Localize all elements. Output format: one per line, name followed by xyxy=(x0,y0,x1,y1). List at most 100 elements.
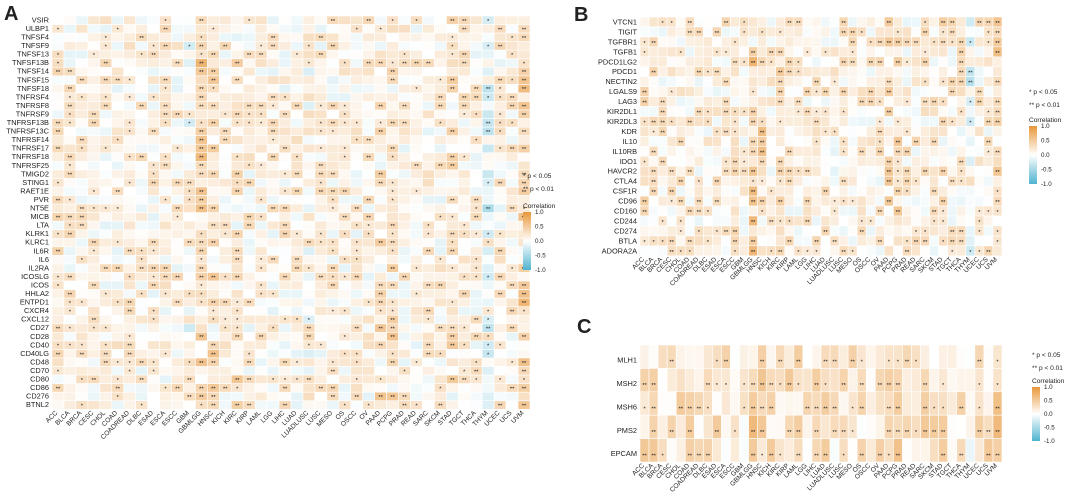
significance-mark: ** xyxy=(366,156,371,162)
significance-mark: * xyxy=(284,190,287,196)
heatmap-cell xyxy=(893,66,903,77)
heatmap-cell xyxy=(920,66,930,77)
heatmap-cell xyxy=(314,400,328,410)
heatmap-cell xyxy=(802,136,813,147)
heatmap-cell xyxy=(219,332,232,342)
heatmap-cell xyxy=(410,340,423,350)
heatmap-cell xyxy=(965,235,976,247)
heatmap-cell xyxy=(739,245,749,257)
significance-mark: ** xyxy=(959,81,964,87)
heatmap-cell xyxy=(929,46,939,58)
heatmap-cell xyxy=(242,67,256,77)
significance-mark: * xyxy=(81,378,84,384)
significance-mark: ** xyxy=(498,181,503,187)
heatmap-cell xyxy=(99,135,113,145)
significance-mark: ** xyxy=(211,404,216,410)
significance-mark: * xyxy=(671,120,674,126)
heatmap-cell xyxy=(775,36,786,48)
heatmap-cell xyxy=(290,323,304,333)
heatmap-cell xyxy=(135,195,148,205)
heatmap-cell xyxy=(457,118,471,128)
significance-mark: * xyxy=(129,369,132,375)
significance-mark: * xyxy=(743,150,746,156)
heatmap-cell xyxy=(793,86,804,97)
heatmap-cell xyxy=(254,306,268,316)
significance-mark: ** xyxy=(660,120,665,126)
significance-mark: * xyxy=(200,404,203,410)
significance-mark: ** xyxy=(80,79,85,85)
heatmap-cell xyxy=(902,368,912,393)
significance-mark: ** xyxy=(331,104,336,110)
significance-mark: ** xyxy=(235,79,240,85)
heatmap-cell xyxy=(374,246,387,256)
significance-mark: ** xyxy=(307,335,312,341)
significance-mark: ** xyxy=(805,200,810,206)
row-label: BTNL2 xyxy=(26,400,49,409)
heatmap-cell xyxy=(457,178,471,188)
heatmap-cell xyxy=(111,366,124,376)
significance-mark: ** xyxy=(283,275,288,281)
heatmap-cell xyxy=(457,332,471,342)
heatmap-cell xyxy=(326,75,340,85)
significance-mark: ** xyxy=(402,121,407,127)
heatmap-cell xyxy=(929,438,939,463)
heatmap-cell xyxy=(362,109,375,119)
significance-mark: ** xyxy=(199,130,204,136)
heatmap-cell xyxy=(422,143,435,154)
heatmap-cell xyxy=(290,92,304,102)
heatmap-cell xyxy=(983,56,994,68)
heatmap-cell xyxy=(302,349,316,359)
row-label: TGFB1 xyxy=(613,47,637,56)
significance-mark: * xyxy=(379,310,382,316)
row-label: CXCL12 xyxy=(21,315,49,324)
heatmap-cell xyxy=(446,203,459,213)
heatmap-cell xyxy=(829,96,840,107)
heatmap-cell xyxy=(135,212,148,222)
significance-mark: ** xyxy=(211,224,216,230)
significance-mark: ** xyxy=(211,104,216,110)
significance-mark: ** xyxy=(733,230,738,236)
significance-mark: * xyxy=(511,36,514,42)
heatmap-cell xyxy=(929,175,939,187)
significance-mark: * xyxy=(391,19,394,25)
significance-mark: ** xyxy=(697,200,702,206)
heatmap-cell xyxy=(242,340,256,350)
significance-mark: ** xyxy=(950,240,955,246)
significance-mark: * xyxy=(140,250,143,256)
significance-mark: ** xyxy=(522,147,527,153)
heatmap-cell xyxy=(87,297,101,307)
significance-mark: ** xyxy=(887,430,892,436)
heatmap-cell xyxy=(99,152,113,162)
heatmap-cell xyxy=(362,340,375,350)
significance-mark: * xyxy=(284,173,287,179)
heatmap-cell xyxy=(302,169,316,179)
heatmap-cell xyxy=(230,92,244,102)
heatmap-cell xyxy=(242,92,256,102)
heatmap-cell xyxy=(111,340,124,350)
heatmap-cell xyxy=(159,143,172,154)
significance-mark: ** xyxy=(307,378,312,384)
significance-mark: ** xyxy=(378,344,383,350)
heatmap-cell xyxy=(434,84,447,94)
significance-mark: ** xyxy=(199,207,204,213)
heatmap-cell xyxy=(829,156,840,167)
heatmap-cell xyxy=(505,366,519,376)
heatmap-cell xyxy=(350,92,363,102)
heatmap-cell xyxy=(920,195,930,207)
heatmap-cell xyxy=(135,24,148,34)
heatmap-cell xyxy=(820,26,831,38)
heatmap-cell xyxy=(965,56,976,68)
row-label: TMIGD2 xyxy=(21,169,49,178)
significance-mark: ** xyxy=(211,361,216,367)
heatmap-cell xyxy=(302,67,316,77)
significance-mark: ** xyxy=(642,453,647,459)
heatmap-cell xyxy=(956,205,967,217)
significance-mark: * xyxy=(140,53,143,59)
heatmap-cell xyxy=(195,212,208,222)
heatmap-cell xyxy=(675,146,686,157)
significance-mark: * xyxy=(93,207,96,213)
heatmap-cell xyxy=(639,136,650,147)
significance-mark: * xyxy=(188,292,191,298)
heatmap-cell xyxy=(675,116,686,127)
heatmap-cell xyxy=(657,66,668,77)
